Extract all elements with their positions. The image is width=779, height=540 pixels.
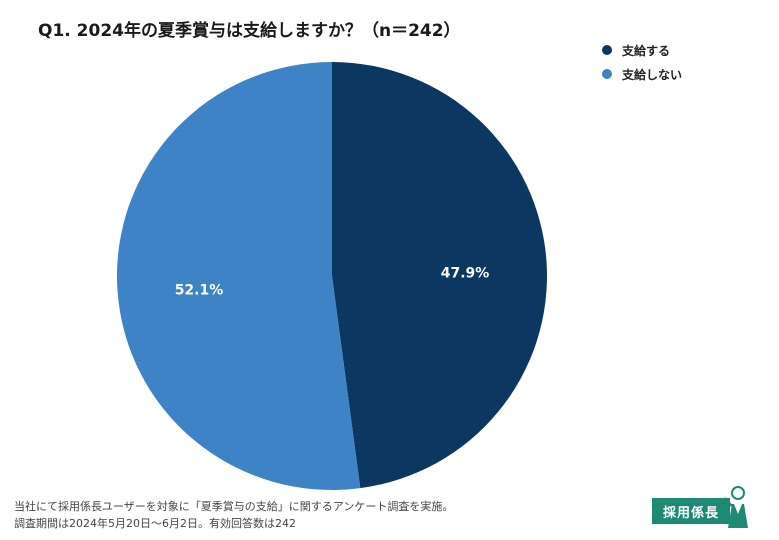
footnote-line-2: 調査期間は2024年5月20日～6月2日。有効回答数は242 [14,517,296,530]
legend-label-shikyu-suru: 支給する [622,43,671,58]
mascot-icon [723,486,748,528]
data-label-shikyu-suru: 47.9% [441,265,490,281]
legend-swatch-shikyu-shinai [602,69,612,79]
legend-item-shikyu-suru: 支給する [602,38,682,62]
chart-title: Q1. 2024年の夏季賞与は支給しますか？（n＝242） [38,21,461,41]
pie-slice-shikyu-suru [332,62,547,489]
legend-swatch-shikyu-suru [602,45,612,55]
pie-slice-shikyu-shinai [116,62,361,491]
legend-label-shikyu-shinai: 支給しない [622,67,683,82]
brand-logo-text: 採用係長 [652,498,730,524]
footnote-line-1: 当社にて採用係長ユーザーを対象に「夏季賞与の支給」に関するアンケート調査を実施。 [14,500,454,513]
legend: 支給する 支給しない [602,38,682,86]
footnote: 当社にて採用係長ユーザーを対象に「夏季賞与の支給」に関するアンケート調査を実施。… [14,498,453,532]
brand-logo: 採用係長 [652,484,754,530]
data-label-shikyu-shinai: 52.1% [175,283,224,299]
legend-item-shikyu-shinai: 支給しない [602,62,682,86]
